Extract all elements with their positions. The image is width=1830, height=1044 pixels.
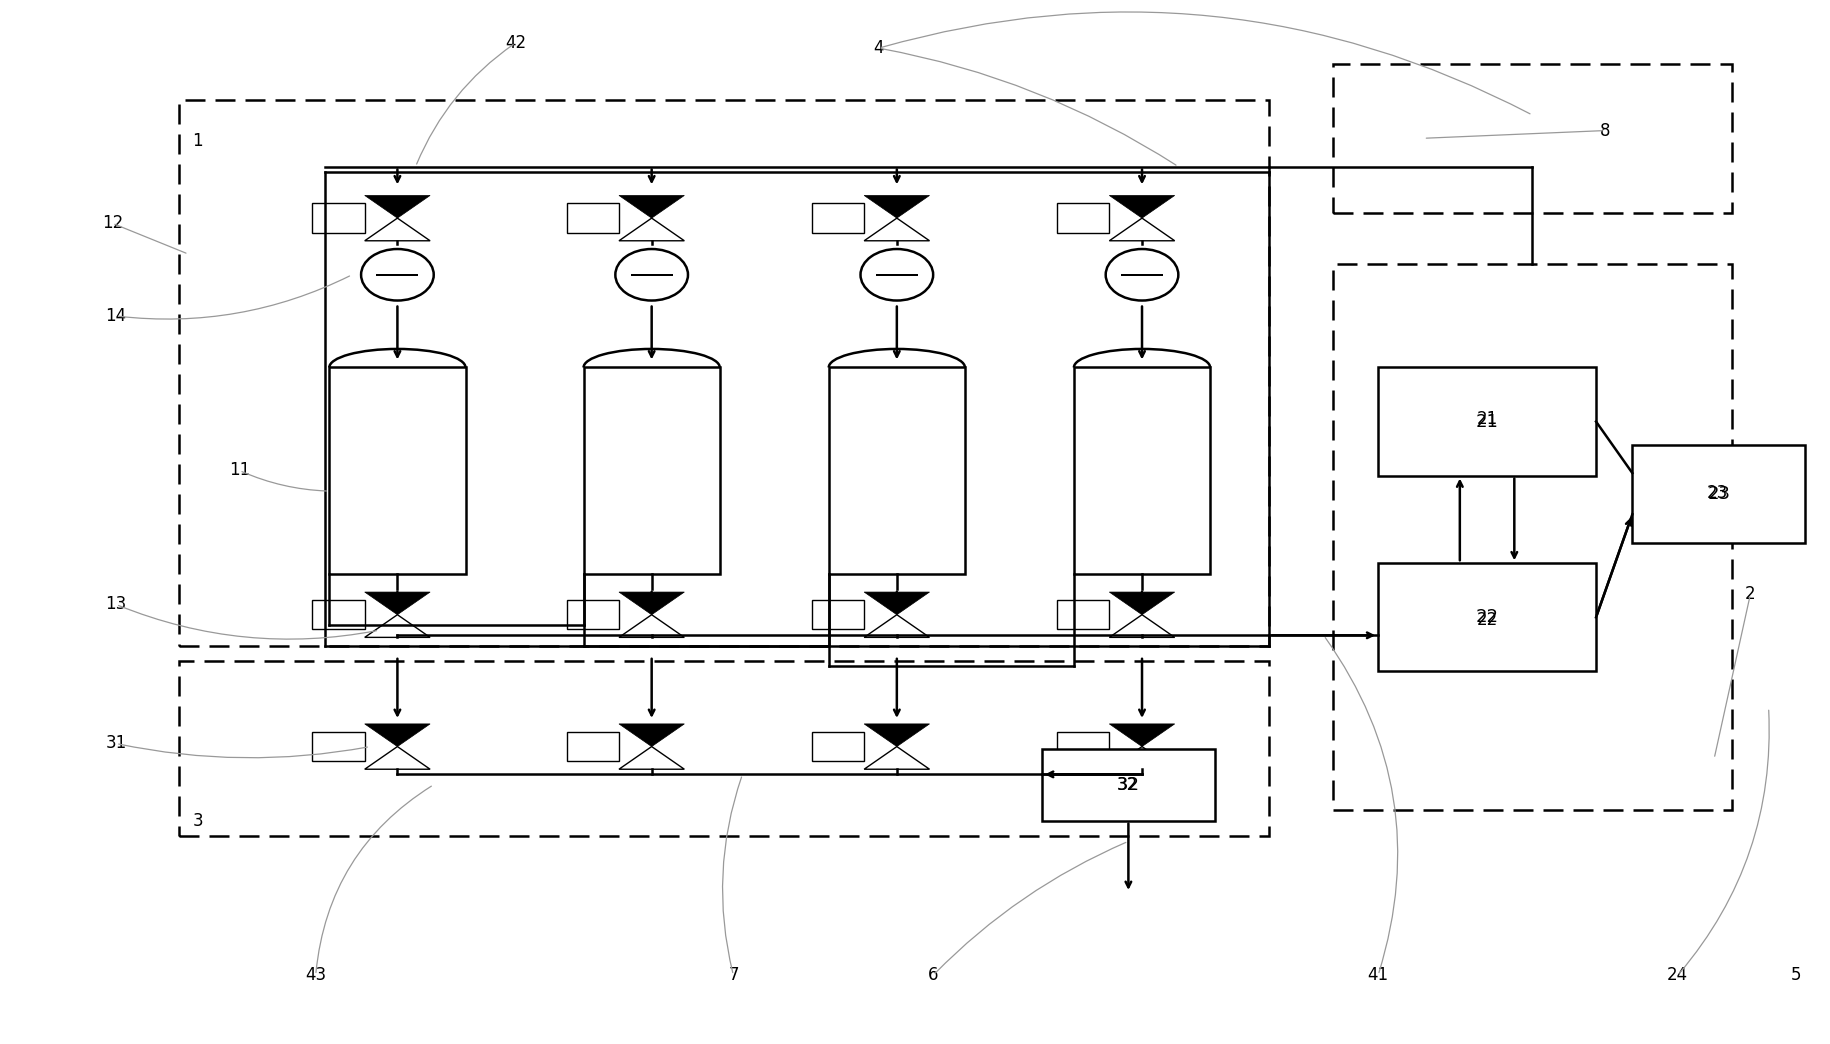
Text: 14: 14 [106, 307, 126, 325]
Text: 32: 32 [1116, 776, 1138, 793]
Text: 3: 3 [192, 812, 203, 830]
Polygon shape [329, 367, 465, 573]
Text: 1: 1 [192, 132, 203, 150]
Polygon shape [864, 723, 930, 746]
Polygon shape [584, 367, 719, 573]
Text: 31: 31 [106, 735, 126, 753]
Text: 23: 23 [1707, 484, 1729, 502]
Text: 41: 41 [1367, 967, 1389, 984]
Text: 32: 32 [1116, 776, 1140, 793]
Text: 43: 43 [306, 967, 326, 984]
Polygon shape [619, 723, 684, 746]
Text: 11: 11 [229, 461, 251, 479]
Text: 12: 12 [102, 214, 123, 232]
Polygon shape [619, 592, 684, 615]
Polygon shape [364, 195, 430, 218]
Text: 2: 2 [1746, 585, 1755, 603]
Polygon shape [1632, 445, 1804, 543]
Polygon shape [1378, 563, 1596, 671]
Polygon shape [1109, 592, 1175, 615]
Ellipse shape [361, 250, 434, 301]
Text: 23: 23 [1707, 484, 1728, 502]
Polygon shape [1378, 367, 1596, 476]
Polygon shape [364, 592, 430, 615]
Polygon shape [1041, 749, 1215, 821]
Text: 13: 13 [106, 595, 126, 614]
Text: 21: 21 [1475, 412, 1499, 430]
Polygon shape [864, 195, 930, 218]
Ellipse shape [1105, 250, 1179, 301]
Polygon shape [1109, 195, 1175, 218]
Text: 42: 42 [505, 34, 525, 52]
Polygon shape [1074, 367, 1210, 573]
Text: 22: 22 [1477, 611, 1497, 628]
Text: 4: 4 [873, 39, 884, 57]
Text: 6: 6 [928, 967, 939, 984]
Text: 24: 24 [1667, 967, 1689, 984]
Text: 5: 5 [1790, 967, 1801, 984]
Text: 21: 21 [1477, 410, 1497, 428]
Polygon shape [864, 592, 930, 615]
Polygon shape [364, 723, 430, 746]
Text: 8: 8 [1599, 121, 1610, 140]
Polygon shape [619, 195, 684, 218]
Text: 7: 7 [728, 967, 739, 984]
Text: 22: 22 [1475, 609, 1499, 626]
Polygon shape [1109, 723, 1175, 746]
Polygon shape [829, 367, 964, 573]
Ellipse shape [860, 250, 933, 301]
Ellipse shape [615, 250, 688, 301]
